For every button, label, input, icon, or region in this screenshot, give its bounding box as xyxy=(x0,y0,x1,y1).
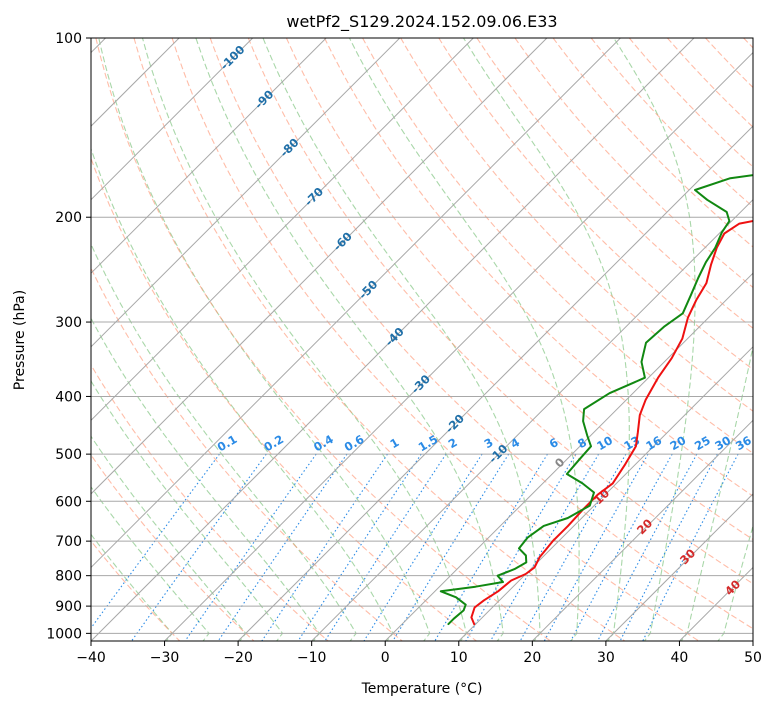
x-tick-label: 30 xyxy=(597,650,615,666)
y-tick-label: 100 xyxy=(55,31,82,47)
x-tick-label: 40 xyxy=(671,650,689,666)
y-tick-label: 800 xyxy=(55,569,82,585)
x-tick-label: 10 xyxy=(450,650,468,666)
y-tick-label: 700 xyxy=(55,534,82,550)
x-tick-label: 50 xyxy=(744,650,762,666)
y-axis-label: Pressure (hPa) xyxy=(12,290,28,390)
y-tick-label: 500 xyxy=(55,447,82,463)
x-tick-label: −30 xyxy=(150,650,180,666)
chart-title: wetPf2_S129.2024.152.09.06.E33 xyxy=(286,12,557,32)
y-tick-label: 1000 xyxy=(46,626,82,642)
x-tick-label: 20 xyxy=(523,650,541,666)
x-tick-label: −20 xyxy=(223,650,253,666)
y-tick-label: 300 xyxy=(55,315,82,331)
y-tick-label: 200 xyxy=(55,210,82,226)
y-tick-label: 600 xyxy=(55,494,82,510)
y-tick-label: 400 xyxy=(55,389,82,405)
x-tick-label: −10 xyxy=(297,650,327,666)
y-tick-label: 900 xyxy=(55,599,82,615)
x-axis-label: Temperature (°C) xyxy=(361,681,483,697)
x-tick-label: 0 xyxy=(381,650,390,666)
x-tick-label: −40 xyxy=(76,650,106,666)
